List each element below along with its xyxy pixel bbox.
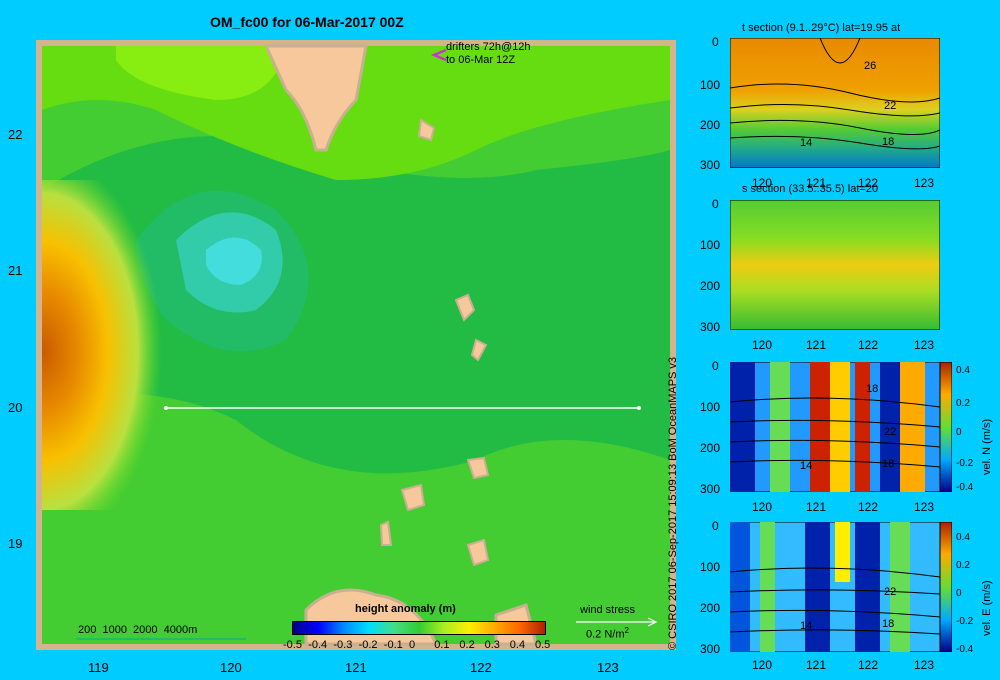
depth-tick: 200 bbox=[700, 118, 721, 132]
page-title: OM_fc00 for 06-Mar-2017 00Z bbox=[210, 14, 404, 30]
vel-e-colorbar bbox=[940, 522, 952, 652]
vel-e-label: vel. E (m/s) bbox=[981, 580, 993, 636]
cb-tick: 0 bbox=[956, 588, 962, 599]
lon-tick: 119 bbox=[88, 660, 109, 675]
vel-n-colorbar bbox=[940, 362, 952, 492]
lon-tick: 123 bbox=[914, 176, 935, 190]
cb-tick: 0.2 bbox=[956, 398, 970, 409]
depth-tick: 300 bbox=[700, 320, 721, 334]
contour-label: 18 bbox=[866, 383, 879, 395]
depth-tick: 200 bbox=[700, 279, 721, 293]
lat-tick: 20 bbox=[8, 400, 23, 415]
depth-tick: 300 bbox=[700, 642, 721, 656]
contour-label: 22 bbox=[884, 426, 897, 438]
colorbar-tick: 0.5 bbox=[535, 639, 551, 651]
vel-n-label: vel. N (m/s) bbox=[981, 418, 993, 475]
colorbar-tick: 0.1 bbox=[434, 639, 450, 651]
lat-tick: 21 bbox=[8, 263, 23, 278]
drifters-label: drifters 72h@12h bbox=[446, 41, 531, 53]
cb-tick: -0.4 bbox=[956, 482, 974, 493]
bathymetry-scale: 200 1000 2000 4000m bbox=[78, 624, 198, 636]
height-anomaly-map bbox=[36, 40, 676, 650]
depth-tick: 300 bbox=[700, 158, 721, 172]
lon-tick: 123 bbox=[914, 338, 935, 352]
lon-tick: 123 bbox=[914, 658, 935, 672]
depth-tick: 100 bbox=[700, 560, 721, 574]
contour-label: 18 bbox=[882, 618, 895, 630]
lon-tick: 122 bbox=[858, 500, 879, 514]
colorbar-tick: -0.4 bbox=[308, 639, 328, 651]
contour-label: 22 bbox=[884, 100, 897, 112]
depth-tick: 300 bbox=[700, 482, 721, 496]
depth-tick: 100 bbox=[700, 238, 721, 252]
lon-tick: 120 bbox=[752, 658, 773, 672]
t-section-title: t section (9.1..29°C) lat=19.95 at bbox=[742, 22, 901, 34]
colorbar-tick: 0.3 bbox=[484, 639, 500, 651]
contour-label: 18 bbox=[882, 458, 895, 470]
lat-tick: 19 bbox=[8, 536, 23, 551]
cb-tick: -0.4 bbox=[956, 644, 974, 655]
depth-tick: 0 bbox=[712, 359, 719, 373]
cb-tick: -0.2 bbox=[956, 616, 974, 627]
wind-stress-label: wind stress bbox=[580, 604, 636, 616]
credit-text: © CSIRO 2017 06-Sep-2017 15:09:13 BoM Oc… bbox=[667, 356, 679, 650]
colorbar-tick: -0.1 bbox=[383, 639, 403, 651]
lon-tick: 122 bbox=[858, 176, 879, 190]
colorbar-title: height anomaly (m) bbox=[355, 603, 456, 615]
lon-tick: 121 bbox=[806, 338, 827, 352]
lon-tick: 121 bbox=[806, 500, 827, 514]
lon-tick: 120 bbox=[752, 500, 773, 514]
wind-stress-value: 0.2 N/m2 bbox=[586, 626, 629, 641]
drifter-icon bbox=[430, 48, 447, 62]
colorbar-tick: 0.2 bbox=[459, 639, 475, 651]
contour-label: 22 bbox=[884, 586, 897, 598]
colorbar-tick: -0.2 bbox=[358, 639, 378, 651]
lon-tick: 121 bbox=[806, 176, 827, 190]
cb-tick: 0 bbox=[956, 427, 962, 438]
colorbar-tick: -0.3 bbox=[333, 639, 353, 651]
depth-tick: 100 bbox=[700, 400, 721, 414]
t-section-panel bbox=[730, 38, 940, 168]
lon-tick: 120 bbox=[752, 338, 773, 352]
colorbar bbox=[292, 621, 546, 635]
contour-label: 18 bbox=[882, 136, 895, 148]
lon-tick: 122 bbox=[858, 338, 879, 352]
depth-tick: 100 bbox=[700, 78, 721, 92]
drifters-label-2: to 06-Mar 12Z bbox=[446, 54, 516, 66]
contour-label: 14 bbox=[800, 620, 813, 632]
colorbar-tick: -0.5 bbox=[283, 639, 302, 651]
depth-tick: 200 bbox=[700, 601, 721, 615]
cb-tick: 0.4 bbox=[956, 532, 970, 543]
lon-tick: 121 bbox=[806, 658, 827, 672]
contour-label: 26 bbox=[864, 60, 877, 72]
cb-tick: 0.2 bbox=[956, 560, 970, 571]
colorbar-tick: 0.4 bbox=[509, 639, 526, 651]
lon-tick: 120 bbox=[220, 660, 242, 675]
colorbar-tick: 0 bbox=[409, 639, 416, 651]
depth-tick: 0 bbox=[712, 197, 719, 211]
depth-tick: 0 bbox=[712, 35, 719, 49]
depth-tick: 200 bbox=[700, 441, 721, 455]
lat-tick: 22 bbox=[8, 127, 23, 142]
lon-tick: 122 bbox=[858, 658, 879, 672]
s-section-panel bbox=[730, 200, 940, 330]
s-section-title: s section (33.5..35.5) lat=20 bbox=[742, 183, 879, 195]
lon-tick: 121 bbox=[345, 660, 367, 675]
lon-tick: 123 bbox=[597, 660, 619, 675]
cb-tick: 0.4 bbox=[956, 365, 970, 376]
contour-label: 14 bbox=[800, 137, 813, 149]
depth-tick: 0 bbox=[712, 519, 719, 533]
lon-tick: 122 bbox=[470, 660, 492, 675]
colorbar-ticks: -0.5 -0.4 -0.3 -0.2 -0.1 0 0.1 0.2 0.3 0.4 0.5 bbox=[283, 639, 555, 653]
vel-e-panel bbox=[730, 522, 940, 652]
contour-label: 14 bbox=[800, 460, 813, 472]
lon-tick: 120 bbox=[752, 176, 773, 190]
lon-tick: 123 bbox=[914, 500, 935, 514]
cb-tick: -0.2 bbox=[956, 458, 974, 469]
vel-n-panel bbox=[730, 362, 940, 492]
bathymetry-bar bbox=[76, 638, 246, 640]
